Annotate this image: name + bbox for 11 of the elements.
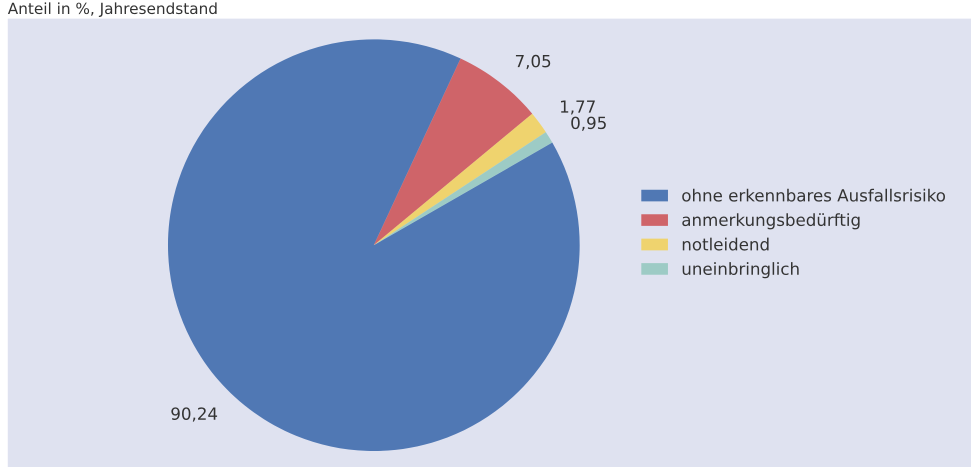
data-label: 90,24 — [171, 407, 218, 422]
legend-label: ohne erkennbares Ausfallsrisiko — [682, 188, 946, 202]
chart-subtitle: Anteil in %, Jahresendstand — [8, 2, 217, 17]
legend-label: uneinbringlich — [682, 262, 799, 278]
legend-label: notleidend — [682, 238, 769, 251]
legend-label: anmerkungsbedürftig — [682, 213, 860, 230]
pie-slice — [374, 114, 546, 246]
data-label: 0,95 — [571, 116, 606, 131]
data-label: 1,77 — [560, 100, 595, 115]
data-label: 7,05 — [516, 54, 550, 70]
pie-slice — [374, 132, 552, 246]
